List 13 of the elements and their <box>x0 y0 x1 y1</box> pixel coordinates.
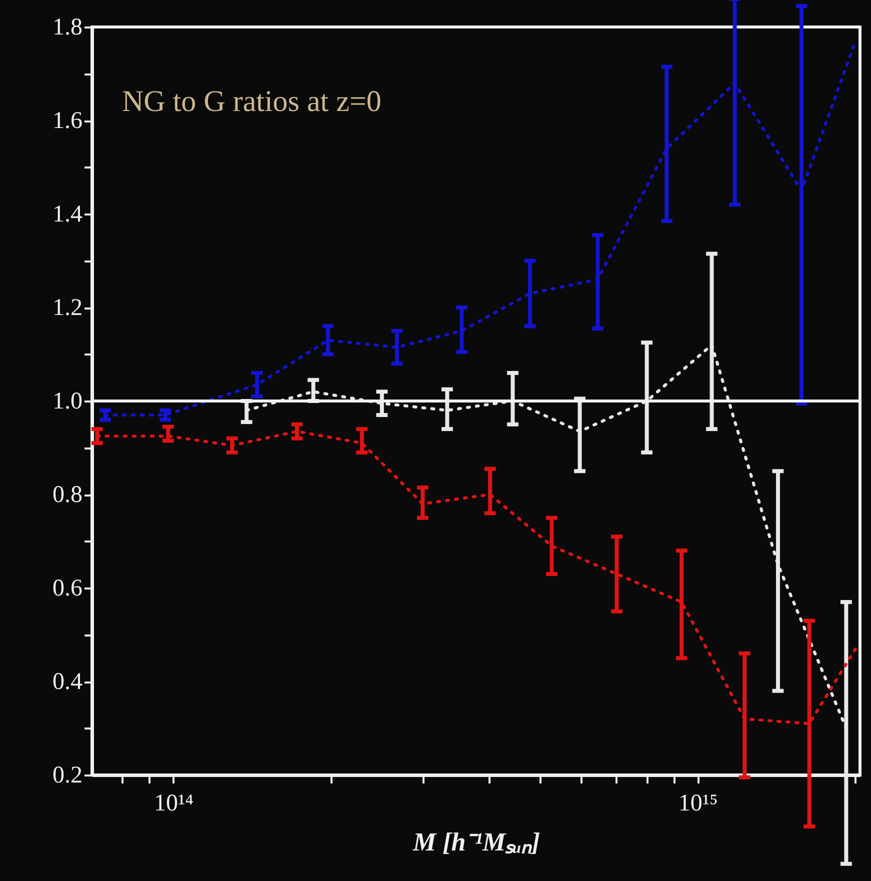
y-tick-label: 0.2 <box>52 762 82 788</box>
y-tick-label: 0.8 <box>52 482 82 508</box>
y-tick-label: 1.0 <box>52 388 82 414</box>
y-tick-label: 1.4 <box>52 202 82 228</box>
x-tick-label: 10¹⁴ <box>154 790 194 816</box>
x-tick-label: 10¹⁵ <box>678 790 718 816</box>
annotation: NG to G ratios at z=0 <box>122 85 382 118</box>
x-axis-title: M [h⁻¹Mₛᵤₙ] <box>412 828 540 856</box>
y-tick-label: 1.2 <box>52 295 82 321</box>
y-tick-label: 0.4 <box>52 669 82 695</box>
y-tick-label: 0.6 <box>52 576 82 602</box>
y-tick-label: 1.6 <box>52 108 82 134</box>
y-tick-label: 1.8 <box>52 14 82 40</box>
